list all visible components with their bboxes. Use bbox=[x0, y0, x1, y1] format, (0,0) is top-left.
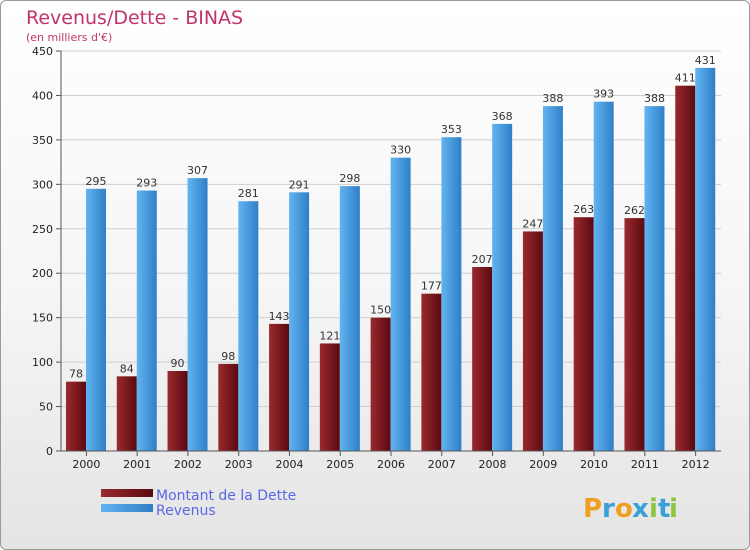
bar-revenus-2003 bbox=[238, 201, 259, 451]
ytick-label-150: 150 bbox=[32, 312, 53, 325]
bar-revenus-2009 bbox=[542, 106, 563, 451]
value-label-debt-2003: 98 bbox=[221, 350, 235, 363]
bar-debt-2011 bbox=[624, 218, 645, 451]
xtick-label-2000: 2000 bbox=[72, 458, 100, 471]
xtick-label-2002: 2002 bbox=[174, 458, 202, 471]
bar-revenus-2010 bbox=[593, 101, 614, 452]
value-label-debt-2010: 263 bbox=[573, 203, 594, 216]
xtick-label-2010: 2010 bbox=[580, 458, 608, 471]
ytick-label-300: 300 bbox=[32, 178, 53, 191]
logo-letter-5: t bbox=[658, 494, 670, 524]
bars bbox=[66, 67, 716, 452]
xtick-label-2009: 2009 bbox=[529, 458, 557, 471]
xtick-label-2003: 2003 bbox=[225, 458, 253, 471]
bar-revenus-2000 bbox=[86, 188, 106, 451]
bar-debt-2012 bbox=[675, 85, 696, 452]
bar-revenus-2004 bbox=[289, 192, 310, 452]
value-label-debt-2012: 411 bbox=[675, 72, 696, 85]
bar-revenus-2002 bbox=[187, 178, 208, 451]
value-label-revenus-2008: 368 bbox=[492, 110, 513, 123]
ytick-label-200: 200 bbox=[32, 267, 53, 280]
xtick-label-2011: 2011 bbox=[631, 458, 659, 471]
legend: Montant de la Dette Revenus bbox=[101, 488, 296, 519]
value-label-revenus-2012: 431 bbox=[695, 54, 716, 67]
value-label-revenus-2006: 330 bbox=[390, 144, 411, 157]
bar-debt-2006 bbox=[370, 317, 391, 451]
legend-label-debt: Montant de la Dette bbox=[156, 488, 296, 504]
xtick-label-2008: 2008 bbox=[479, 458, 507, 471]
value-label-revenus-2010: 393 bbox=[593, 88, 614, 101]
value-label-revenus-2000: 295 bbox=[86, 175, 107, 188]
ytick-label-100: 100 bbox=[32, 356, 53, 369]
xtick-label-2012: 2012 bbox=[682, 458, 710, 471]
value-label-debt-2005: 121 bbox=[319, 329, 340, 342]
value-label-debt-2001: 84 bbox=[120, 362, 134, 375]
bar-revenus-2008 bbox=[492, 123, 513, 451]
value-label-debt-2002: 90 bbox=[171, 357, 185, 370]
chart-subtitle: (en milliers d'€) bbox=[26, 31, 112, 44]
value-label-revenus-2009: 388 bbox=[542, 92, 563, 105]
value-label-revenus-2007: 353 bbox=[441, 123, 462, 136]
logo-letter-3: x bbox=[632, 494, 649, 524]
logo-letter-1: r bbox=[602, 494, 615, 524]
value-label-debt-2004: 143 bbox=[269, 310, 290, 323]
ytick-label-450: 450 bbox=[32, 45, 53, 58]
ytick-label-250: 250 bbox=[32, 223, 53, 236]
value-labels: 78 295 84 293 90 307 98 281 143 291 121 298 150 330 17… bbox=[69, 54, 716, 381]
bar-debt-2008 bbox=[472, 267, 493, 451]
value-label-revenus-2002: 307 bbox=[187, 164, 208, 177]
xtick-label-2006: 2006 bbox=[377, 458, 405, 471]
value-label-revenus-2004: 291 bbox=[289, 178, 310, 191]
axes: 0 50 100 150 200 250 300 350 400 450 2000 2001 2002 2… bbox=[32, 45, 721, 471]
bar-debt-2009 bbox=[522, 231, 543, 451]
xtick-label-2001: 2001 bbox=[123, 458, 151, 471]
value-label-debt-2008: 207 bbox=[472, 253, 493, 266]
value-label-debt-2007: 177 bbox=[421, 280, 442, 293]
bar-revenus-2007 bbox=[441, 137, 462, 451]
xtick-label-2005: 2005 bbox=[326, 458, 354, 471]
legend-label-revenus: Revenus bbox=[156, 503, 216, 519]
value-label-revenus-2003: 281 bbox=[238, 187, 259, 200]
bar-debt-2003 bbox=[218, 363, 239, 451]
ytick-label-400: 400 bbox=[32, 89, 53, 102]
bar-revenus-2012 bbox=[695, 67, 716, 451]
bar-debt-2010 bbox=[573, 217, 594, 451]
bar-debt-2005 bbox=[319, 343, 340, 451]
value-label-revenus-2011: 388 bbox=[644, 92, 665, 105]
bar-revenus-2006 bbox=[390, 157, 411, 451]
bar-debt-2001 bbox=[116, 376, 137, 451]
legend-swatch-debt bbox=[101, 489, 153, 497]
bar-revenus-2011 bbox=[644, 106, 665, 451]
value-label-debt-2011: 262 bbox=[624, 204, 645, 217]
value-label-debt-2006: 150 bbox=[370, 304, 391, 317]
value-label-revenus-2005: 298 bbox=[339, 172, 360, 185]
chart-title: Revenus/Dette - BINAS bbox=[26, 7, 243, 29]
ytick-label-350: 350 bbox=[32, 134, 53, 147]
ytick-label-50: 50 bbox=[39, 401, 53, 414]
logo-letter-6: i bbox=[669, 494, 678, 524]
xtick-label-2007: 2007 bbox=[428, 458, 456, 471]
bar-revenus-2001 bbox=[136, 190, 157, 452]
xtick-label-2004: 2004 bbox=[275, 458, 303, 471]
value-label-debt-2000: 78 bbox=[69, 368, 83, 381]
ytick-label-0: 0 bbox=[46, 445, 53, 458]
logo-letter-0: P bbox=[583, 494, 602, 524]
value-label-debt-2009: 247 bbox=[522, 217, 543, 230]
value-label-revenus-2001: 293 bbox=[136, 177, 157, 190]
logo-letter-4: i bbox=[649, 494, 658, 524]
bar-debt-2002 bbox=[167, 371, 188, 451]
legend-swatch-revenus bbox=[101, 504, 153, 512]
bar-debt-2004 bbox=[269, 323, 290, 451]
logo-letter-2: o bbox=[615, 494, 633, 524]
bar-revenus-2005 bbox=[339, 186, 360, 451]
bar-debt-2007 bbox=[421, 293, 442, 451]
bar-debt-2000 bbox=[66, 381, 86, 451]
